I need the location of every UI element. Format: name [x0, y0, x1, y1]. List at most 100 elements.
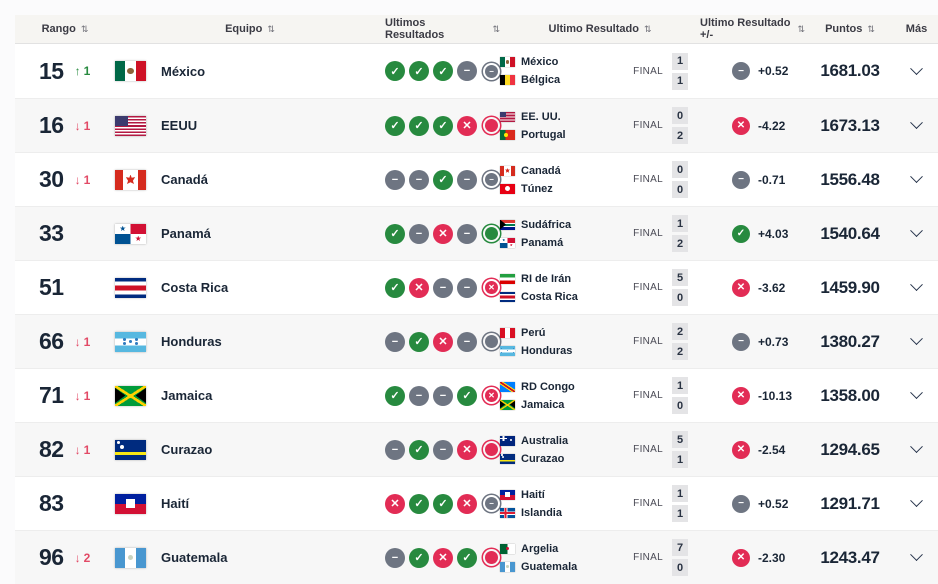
team-flag-icon — [115, 169, 146, 190]
column-header-equipo[interactable]: Equipo ⇅ — [115, 23, 385, 35]
match-status: FINAL — [633, 390, 663, 401]
table-row[interactable]: 96 ↓ 2 Guatemala − ✓ ✕ ✓ ✕ Argelia Guatemala — [15, 530, 938, 584]
team-flag-icon — [115, 115, 146, 136]
table-row[interactable]: 82 ↓ 1 Curazao − ✓ − ✕ ✕ Australia Curazao — [15, 422, 938, 476]
rank-number: 66 — [39, 328, 64, 354]
win-result-icon: ✓ — [385, 61, 405, 81]
match-away-name: Portugal — [521, 128, 566, 141]
match-home-name: Haití — [521, 488, 545, 501]
win-result-icon: ✓ — [433, 169, 453, 190]
ranking-table: Rango ⇅ Equipo ⇅ Ultimos Resultados ⇅ Ul… — [15, 15, 938, 584]
column-header-ultimos-resultados[interactable]: Ultimos Resultados ⇅ — [385, 17, 500, 41]
delta-result-icon: ✕ — [732, 386, 750, 405]
chevron-down-icon[interactable] — [910, 278, 923, 292]
match-away-score: 1 — [672, 505, 688, 522]
column-header-puntos[interactable]: Puntos ⇅ — [805, 23, 895, 35]
rank-number: 16 — [39, 112, 64, 138]
match-home-team: Haití — [500, 489, 633, 501]
team-flag-icon — [115, 277, 146, 298]
win-result-icon: ✓ — [457, 547, 477, 568]
rank-number: 51 — [39, 274, 64, 300]
table-row[interactable]: 33 Panamá ✓ − ✕ − ✓ Sudáfrica Panamá — [15, 206, 938, 260]
rank-movement: ↓ 1 — [75, 119, 91, 133]
column-header-ultimo-resultado[interactable]: Ultimo Resultado ⇅ — [500, 23, 700, 35]
loss-result-icon: ✕ — [485, 551, 498, 564]
rank-movement-value: 1 — [83, 118, 91, 133]
match-away-name: Honduras — [521, 344, 573, 357]
table-row[interactable]: 16 ↓ 1 EEUU ✓ ✓ ✓ ✕ ✕ EE. UU. Portugal — [15, 98, 938, 152]
last-results: ✓ − ✕ − ✓ — [385, 223, 500, 244]
draw-result-icon: − — [485, 335, 498, 348]
match-status: FINAL — [633, 228, 663, 239]
draw-result-icon: − — [485, 497, 498, 510]
match-status: FINAL — [633, 120, 663, 131]
win-result-icon: ✓ — [385, 115, 405, 136]
sort-icon[interactable]: ⇅ — [643, 23, 652, 34]
draw-result-icon: − — [409, 169, 429, 190]
match-home-flag-icon — [500, 165, 515, 176]
rank-movement: ↓ 1 — [75, 443, 91, 457]
match-away-flag-icon — [500, 129, 515, 140]
team-name: Honduras — [161, 334, 222, 349]
loss-result-icon: ✕ — [457, 493, 477, 514]
table-row[interactable]: 83 Haití ✕ ✓ ✓ ✕ − Haití Islandia FIN — [15, 476, 938, 530]
match-status: FINAL — [633, 336, 663, 347]
chevron-down-icon[interactable] — [910, 494, 923, 508]
win-result-icon: ✓ — [409, 439, 429, 460]
chevron-down-icon[interactable] — [910, 332, 923, 346]
draw-result-icon: − — [457, 61, 477, 81]
sort-icon[interactable]: ⇅ — [492, 23, 500, 34]
match-away-score: 0 — [672, 559, 688, 576]
rank-number: 33 — [39, 220, 64, 246]
chevron-down-icon[interactable] — [910, 548, 923, 562]
last-match: EE. UU. Portugal FINAL 0 2 — [500, 107, 700, 144]
rank-movement: ↓ 2 — [75, 551, 91, 565]
win-result-icon: ✓ — [433, 493, 453, 514]
match-away-name: Panamá — [521, 236, 564, 249]
sort-icon[interactable]: ⇅ — [867, 23, 875, 34]
column-header-ultimo-resultado-delta[interactable]: Ultimo Resultado +/- ⇅ — [700, 17, 805, 41]
match-away-team: Túnez — [500, 183, 633, 195]
loss-result-icon: ✕ — [433, 223, 453, 244]
match-away-flag-icon — [500, 183, 515, 194]
sort-icon[interactable]: ⇅ — [267, 23, 275, 34]
last-results: ✕ ✓ ✓ ✕ − — [385, 493, 500, 514]
rank-number: 82 — [39, 436, 64, 462]
table-row[interactable]: 30 ↓ 1 Canadá − − ✓ − − Canadá Túnez FI — [15, 152, 938, 206]
column-header-rango[interactable]: Rango ⇅ — [15, 23, 115, 35]
loss-result-icon: ✕ — [433, 547, 453, 568]
chevron-down-icon[interactable] — [910, 224, 923, 238]
rank-movement-value: 1 — [83, 442, 91, 457]
rank-movement-value: 1 — [83, 334, 91, 349]
match-away-name: Bélgica — [521, 74, 561, 86]
chevron-down-icon[interactable] — [910, 61, 923, 75]
chevron-down-icon[interactable] — [910, 440, 923, 454]
loss-result-icon: ✕ — [485, 281, 498, 294]
loss-result-icon: ✕ — [485, 119, 498, 132]
sort-icon[interactable]: ⇅ — [797, 23, 805, 34]
last-results: ✓ − − ✓ ✕ — [385, 385, 500, 406]
match-away-team: Honduras — [500, 345, 633, 357]
sort-icon[interactable]: ⇅ — [80, 23, 89, 34]
match-away-team: Islandia — [500, 507, 633, 519]
table-row[interactable]: 51 Costa Rica ✓ ✕ − − ✕ RI de Irán Costa Ric… — [15, 260, 938, 314]
team-name: Costa Rica — [161, 280, 229, 295]
match-home-score: 1 — [672, 377, 688, 394]
table-row[interactable]: 15 ↑ 1 México ✓ ✓ ✓ − − México Bélgica — [15, 44, 938, 98]
table-row[interactable]: 66 ↓ 1 Honduras − ✓ ✕ − − Perú Honduras — [15, 314, 938, 368]
match-home-score: 7 — [672, 539, 688, 556]
win-result-icon: ✓ — [409, 547, 429, 568]
match-home-name: RD Congo — [521, 380, 575, 393]
match-home-team: Argelia — [500, 543, 633, 555]
win-result-icon: ✓ — [409, 493, 429, 514]
chevron-down-icon[interactable] — [910, 116, 923, 130]
table-row[interactable]: 71 ↓ 1 Jamaica ✓ − − ✓ ✕ RD Congo Jamaica — [15, 368, 938, 422]
chevron-down-icon[interactable] — [910, 386, 923, 400]
loss-result-icon: ✕ — [385, 493, 405, 514]
match-home-flag-icon — [500, 381, 515, 392]
draw-result-icon: − — [385, 169, 405, 190]
chevron-down-icon[interactable] — [910, 170, 923, 184]
team-flag-icon — [115, 439, 146, 460]
draw-result-icon: − — [433, 439, 453, 460]
loss-result-icon: ✕ — [485, 389, 498, 402]
